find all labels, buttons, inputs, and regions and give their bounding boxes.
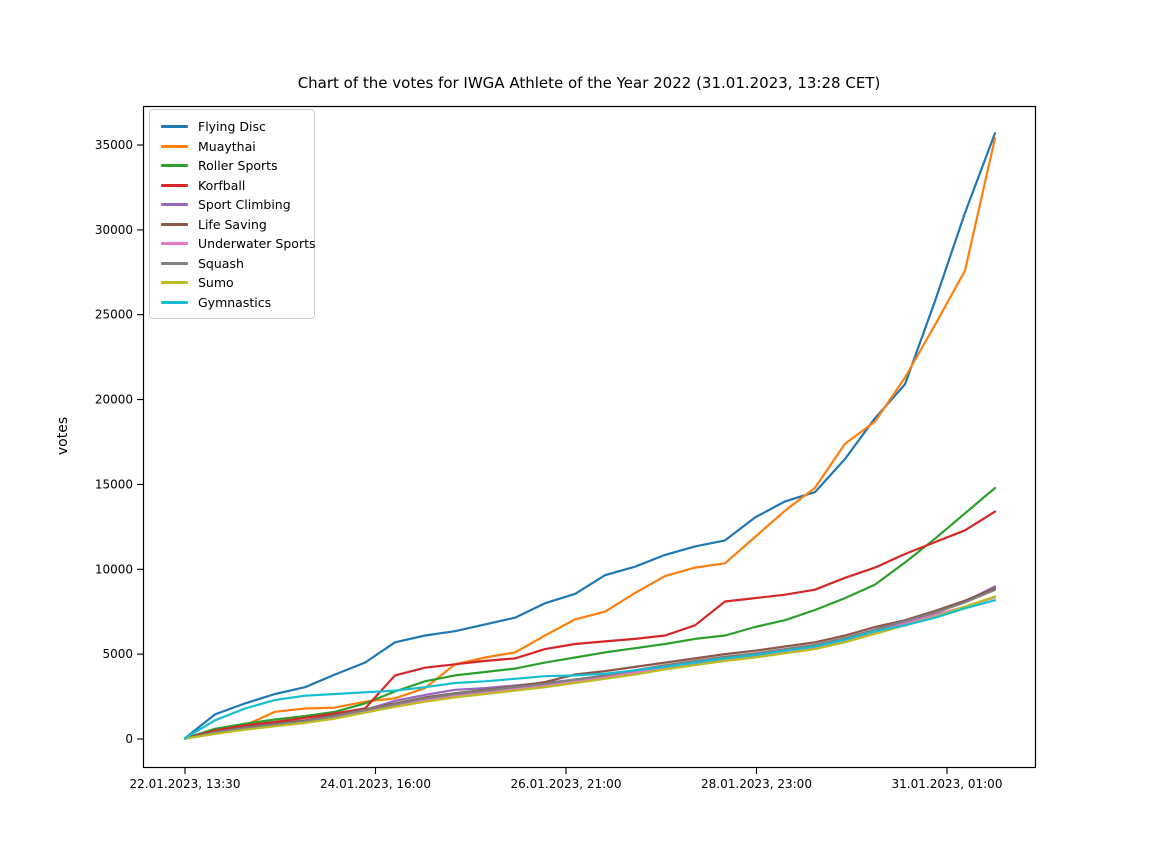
line-muaythai [183, 137, 997, 740]
x-tick-label: 28.01.2023, 23:00 [701, 777, 812, 791]
legend-swatch [161, 125, 188, 129]
y-tick-label: 30000 [95, 223, 133, 237]
x-tick-label: 26.01.2023, 21:00 [511, 777, 622, 791]
legend-label: Flying Disc [198, 119, 266, 135]
legend-item-sumo: Sumo [158, 273, 306, 293]
legend-label: Muaythai [198, 138, 256, 154]
line-gymnastics [183, 599, 997, 740]
line-squash [183, 588, 997, 740]
legend: Flying Disc Muaythai Roller Sports Korfball… [149, 109, 316, 319]
x-tick-label: 31.01.2023, 01:00 [892, 777, 1003, 791]
legend-item-muaythai: Muaythai [158, 137, 306, 157]
legend-item-roller-sports: Roller Sports [158, 156, 306, 176]
chart-title: Chart of the votes for IWGA Athlete of t… [297, 74, 881, 92]
legend-swatch [161, 203, 188, 207]
line-sumo [183, 595, 997, 740]
legend-swatch [161, 144, 188, 148]
y-tick-label: 10000 [95, 562, 133, 576]
legend-label: Sport Climbing [198, 197, 291, 213]
legend-item-squash: Squash [158, 254, 306, 274]
legend-swatch [161, 261, 188, 265]
line-flying-disc [183, 132, 997, 740]
legend-item-flying-disc: Flying Disc [158, 117, 306, 137]
legend-item-underwater-sports: Underwater Sports [158, 234, 316, 254]
legend-label: Gymnastics [198, 294, 272, 310]
legend-label: Underwater Sports [198, 236, 316, 252]
y-tick-label: 15000 [95, 477, 133, 491]
legend-item-korfball: Korfball [158, 176, 306, 196]
line-korfball [183, 510, 997, 740]
legend-label: Life Saving [198, 216, 267, 232]
axes-spines [142, 105, 1037, 769]
legend-swatch [161, 164, 188, 168]
legend-swatch [161, 222, 188, 226]
legend-label: Roller Sports [198, 158, 278, 174]
legend-swatch [161, 183, 188, 187]
legend-label: Korfball [198, 177, 246, 193]
y-tick-label: 5000 [102, 647, 133, 661]
legend-item-sport-climbing: Sport Climbing [158, 195, 306, 215]
x-tick-label: 24.01.2023, 16:00 [320, 777, 431, 791]
x-tick-label: 22.01.2023, 13:30 [130, 777, 241, 791]
legend-swatch [161, 300, 188, 304]
y-tick-label: 25000 [95, 308, 133, 322]
line-roller-sports [183, 486, 997, 740]
legend-item-gymnastics: Gymnastics [158, 293, 306, 313]
legend-swatch [161, 242, 188, 246]
legend-item-life-saving: Life Saving [158, 215, 306, 235]
y-tick-label: 20000 [95, 393, 133, 407]
legend-label: Sumo [198, 275, 234, 291]
y-tick-label: 0 [125, 732, 133, 746]
y-tick-label: 35000 [95, 138, 133, 152]
legend-label: Squash [198, 255, 244, 271]
legend-swatch [161, 281, 188, 285]
